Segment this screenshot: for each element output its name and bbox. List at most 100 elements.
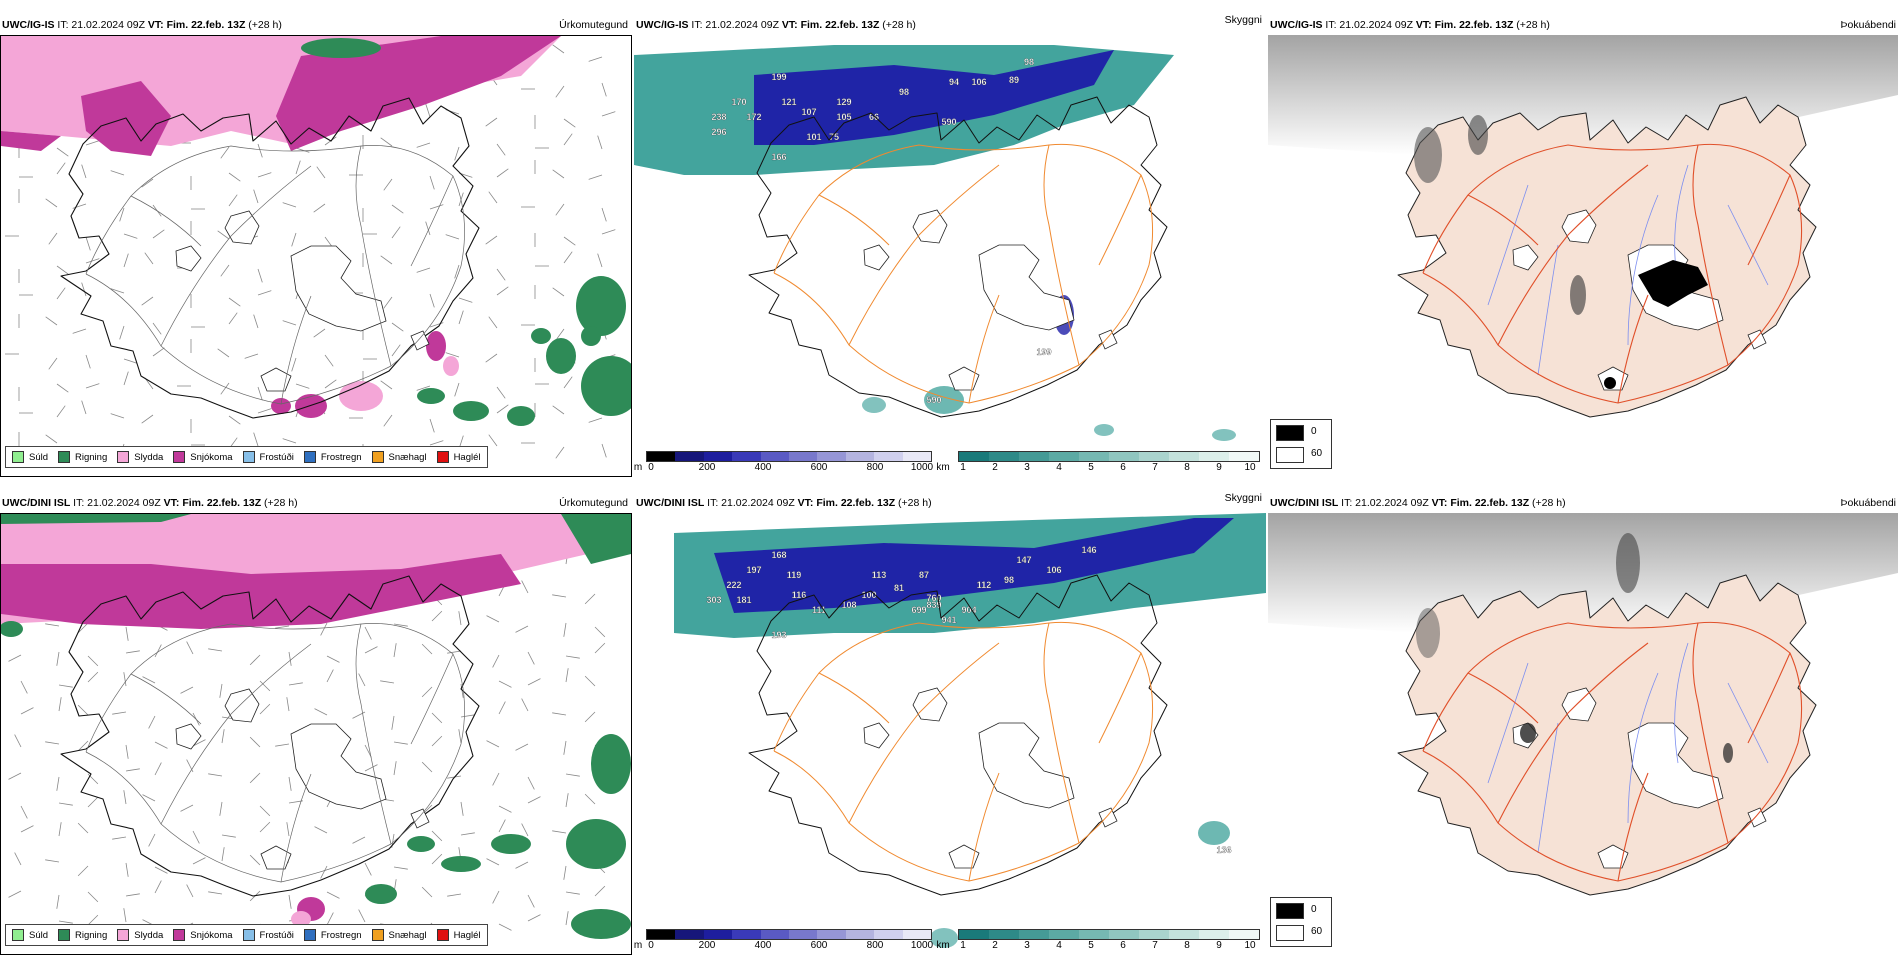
model-name: UWC/DINI ISL [2,497,71,509]
lead-time: (+28 h) [1532,497,1566,509]
wind-barb [588,417,603,423]
road-line [818,672,890,724]
precip-area [546,338,576,374]
colorbar-bar [958,451,1260,462]
visibility-value-label: 119 [787,570,802,580]
wind-barb [87,655,99,667]
road-line [1043,622,1080,844]
wind-barb [217,348,230,358]
wind-barb [324,379,337,389]
legend-item: Frostúði [242,451,294,463]
wind-barb [492,890,500,904]
wind-barb [429,293,435,308]
init-time: IT: 21.02.2024 09Z [691,19,779,31]
colorbar-tick: 2 [992,940,998,951]
wind-barb [460,683,464,698]
wind-barb [192,857,206,865]
precip-area [426,331,446,361]
wind-barb [180,686,194,694]
visibility-value-label: 172 [746,112,761,122]
fog-indicator-map[interactable]: 0 60 [1268,513,1900,955]
fog-indicator-map[interactable]: 0 60 [1268,35,1900,477]
river-line [1537,244,1559,376]
visibility-map[interactable]: 168 197 222 181 303 119 116 111 108 100 113 81 87 760… [634,513,1266,955]
visibility-value-label: 303 [706,595,721,605]
visibility-value-label: 106 [1046,565,1061,575]
visibility-value-label: 166 [771,152,786,162]
wind-barb [601,229,616,235]
visibility-map[interactable]: 199 170 238 172 296 121 107 101 75 129 105 66 98 94 10… [634,35,1266,477]
fog-legend: 0 60 [1270,897,1332,947]
wind-barb [383,414,393,427]
iceland-coastline [748,574,1168,896]
wind-barb [192,739,206,747]
precip-area [1212,429,1236,441]
precip-area [291,911,311,927]
road-line [1497,642,1649,824]
wind-barb [58,822,62,837]
visibility-value-label: 121 [781,97,796,107]
wind-barb [81,164,87,179]
visibility-colorbar-km: km 1 2 3 4 5 6 7 8 9 10 [934,929,1264,953]
road-line [1617,772,1649,882]
wind-barb [257,408,272,414]
wind-barb [555,203,565,216]
wind-barb [291,232,297,247]
valid-time: VT: Fim. 22.feb. 13Z [147,19,246,31]
wind-barb [460,714,475,718]
wind-barb [393,623,408,627]
precip-area [1,621,23,637]
wind-barb [391,226,401,239]
wind-barb [563,133,573,146]
glacier-outline [978,722,1075,809]
wind-barb [208,773,223,777]
glacier-outline [863,722,890,749]
wind-barb [521,580,529,594]
wind-barb [288,800,303,804]
wind-barb [565,655,580,659]
road-line [1467,194,1539,246]
visibility-value-label: 136 [1216,845,1231,855]
wind-barb [588,56,603,62]
wind-barb [123,908,127,923]
wind-barb [56,147,69,157]
wind-barb [527,776,535,790]
glacier-outline [1747,807,1767,828]
road-line [968,772,1000,882]
glacier-outline [1098,329,1118,350]
wind-barb [454,146,460,161]
panel-header: UWC/DINI ISL IT: 21.02.2024 09Z VT: Fim.… [634,493,1266,513]
wind-barb [588,174,603,180]
wind-barb [320,865,328,879]
wind-barb [77,865,89,877]
legend-item: Snæhagl [371,929,427,941]
wind-barb [119,325,125,340]
snow-area [1,554,521,629]
wind-barb [555,446,565,459]
wind-barb [123,233,138,239]
road-line [355,145,392,367]
vis-map-canvas: 199 170 238 172 296 121 107 101 75 129 105 66 98 94 10… [634,45,1236,441]
wind-barb [228,172,241,182]
precip-area [407,836,435,852]
wind-barb [148,833,156,847]
wind-barb [383,296,393,309]
model-name: UWC/DINI ISL [1270,497,1339,509]
wind-barb [141,414,154,424]
wind-barb [358,909,366,923]
wind-barb [125,650,140,654]
wind-barb [152,322,162,335]
iceland-layer [60,97,480,419]
precip-map[interactable]: Súld Rigning Slydda Snjókoma Frostúði Fr… [0,513,632,955]
wind-barb [72,328,87,334]
visibility-value-label: 199 [771,72,786,82]
panel-title: Skyggni [1224,15,1262,26]
river-line [1674,642,1689,764]
glacier-outline [948,844,980,869]
forecast-row-1: UWC/DINI ISL IT: 21.02.2024 09Z VT: Fim.… [0,493,1900,955]
fog-area [1723,743,1733,763]
wind-barb [496,404,509,414]
precip-area [531,328,551,344]
precip-map[interactable]: Súld Rigning Slydda Snjókoma Frostúði Fr… [0,35,632,477]
wind-barb [259,805,271,817]
